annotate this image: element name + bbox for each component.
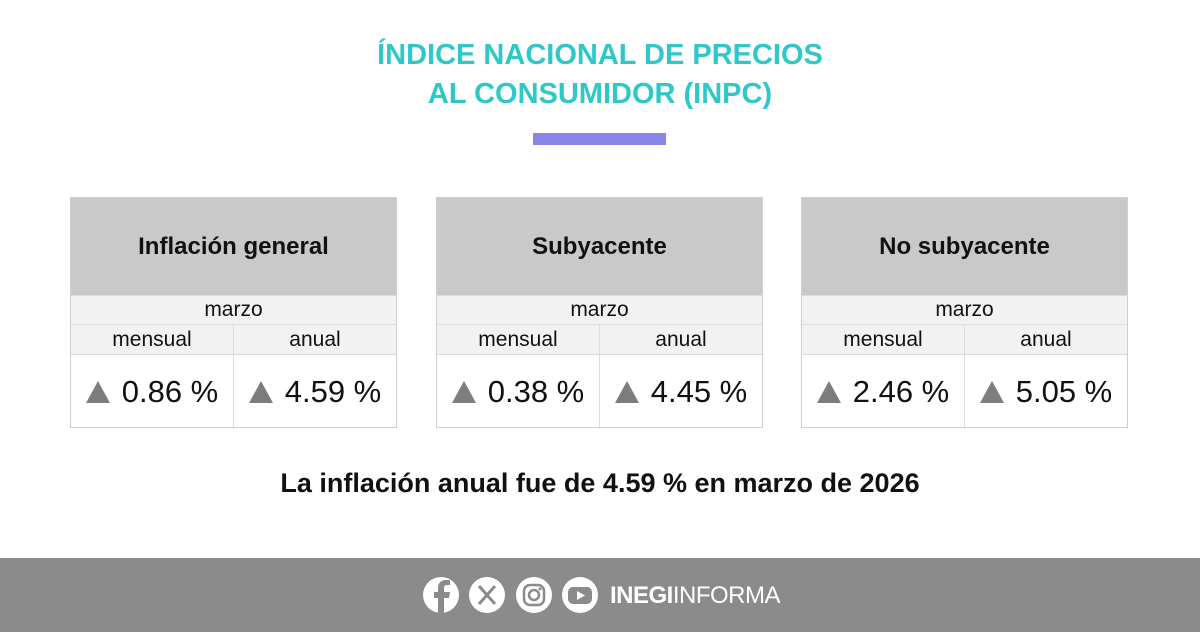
card-period: marzo [437,295,762,325]
up-arrow [614,381,639,403]
footer: INEGIINFORMA [0,558,1200,632]
indicator-card: No subyacente marzo mensual anual 2.46 % 5.05… [801,197,1128,429]
column-label: mensual [71,325,233,355]
column-label: anual [233,325,396,355]
brand-regular: INFORMA [672,582,781,609]
column-label: mensual [802,325,964,355]
title: ÍNDICE NACIONAL DE PRECIOS AL CONSUMIDOR… [0,36,1200,114]
brand: INEGIINFORMA [610,582,781,610]
indicator-card: Subyacente marzo mensual anual 0.38 % 4.45 % [436,197,763,429]
title-rule [533,133,666,145]
value-cell: 5.05 % [964,355,1127,429]
card-title: Subyacente [437,198,762,295]
summary: La inflación anual fue de 4.59 % en marz… [280,468,920,498]
instagram-icon [516,577,552,613]
column-label: mensual [437,325,599,355]
value-cell: 4.45 % [599,355,762,429]
brand-bold: INEGI [610,582,673,609]
indicator-card: Inflación general marzo mensual anual 0.86 %… [70,197,397,429]
card-period: marzo [71,295,396,325]
up-arrow [451,381,476,403]
value: 0.38 % [487,374,585,409]
card-period: marzo [802,295,1127,325]
column-labels: mensual anual [802,325,1127,355]
card-title: No subyacente [802,198,1127,295]
column-labels: mensual anual [71,325,396,355]
up-arrow [816,381,841,403]
up-arrow [979,381,1004,403]
value: 4.45 % [650,374,748,409]
value-cell: 0.86 % [71,355,233,429]
value: 2.46 % [852,374,950,409]
value: 4.59 % [284,374,382,409]
up-arrow [248,381,273,403]
value-row: 2.46 % 5.05 % [802,355,1127,429]
value-cell: 0.38 % [437,355,599,429]
column-label: anual [599,325,762,355]
column-label: anual [964,325,1127,355]
value-row: 0.38 % 4.45 % [437,355,762,429]
title-line: AL CONSUMIDOR (INPC) [427,78,773,110]
value: 0.86 % [121,374,219,409]
social-icons [423,577,598,613]
x-icon [469,577,505,613]
value-row: 0.86 % 4.59 % [71,355,396,429]
card-title: Inflación general [71,198,396,295]
youtube-icon [562,577,598,613]
up-arrow [85,381,110,403]
title-line: ÍNDICE NACIONAL DE PRECIOS [377,39,823,71]
column-labels: mensual anual [437,325,762,355]
value-cell: 2.46 % [802,355,964,429]
value-cell: 4.59 % [233,355,396,429]
facebook-icon [423,577,459,613]
value: 5.05 % [1015,374,1113,409]
